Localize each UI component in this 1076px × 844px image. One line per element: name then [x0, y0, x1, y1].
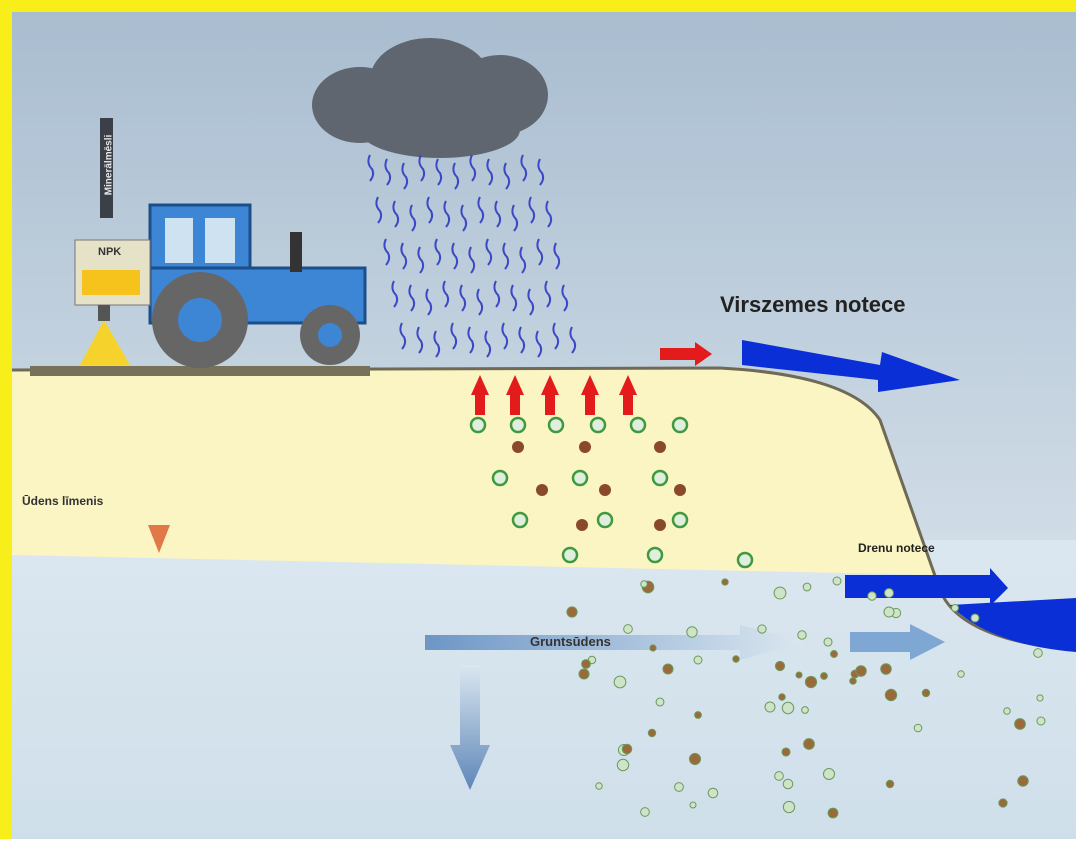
- leached-drop: [708, 788, 718, 798]
- leached-drop: [999, 799, 1007, 807]
- leached-drop: [803, 583, 811, 591]
- leached-drop: [884, 607, 894, 617]
- leached-drop: [722, 579, 728, 585]
- leached-drop: [579, 669, 589, 679]
- leached-drop: [885, 689, 896, 700]
- phosphate-drop: [674, 484, 686, 496]
- leached-drop: [1037, 695, 1043, 701]
- water-drop: [673, 513, 687, 527]
- leached-drop: [641, 808, 650, 817]
- leached-drop: [868, 592, 876, 600]
- water-drop: [631, 418, 645, 432]
- leached-drop: [758, 625, 766, 633]
- leached-drop: [582, 660, 591, 669]
- phosphate-drop: [576, 519, 588, 531]
- leached-drop: [1015, 719, 1026, 730]
- phosphate-drop: [654, 441, 666, 453]
- leached-drop: [850, 678, 857, 685]
- leached-drop: [886, 780, 893, 787]
- water-drop: [738, 553, 752, 567]
- leached-drop: [614, 676, 626, 688]
- page: Minerālmēsli NPK Virszemes notece Ūdens …: [0, 0, 1076, 844]
- leached-drop: [824, 638, 832, 646]
- leached-drop: [922, 689, 929, 696]
- leached-drop: [775, 772, 784, 781]
- water-drop: [471, 418, 485, 432]
- water-drop: [511, 418, 525, 432]
- leached-drop: [648, 729, 655, 736]
- leached-drop: [675, 783, 684, 792]
- leached-drop: [821, 673, 828, 680]
- leached-drop: [833, 577, 841, 585]
- leached-drop: [650, 645, 656, 651]
- leached-drop: [774, 587, 786, 599]
- leached-drop: [958, 671, 965, 678]
- leached-drop: [1004, 708, 1011, 715]
- leached-drop: [567, 607, 577, 617]
- water-drop: [648, 548, 662, 562]
- phosphate-drop: [599, 484, 611, 496]
- fertilizer-label: Minerālmēsli: [104, 134, 115, 195]
- leached-drop: [782, 702, 793, 713]
- leached-drop: [765, 702, 775, 712]
- npk-label: NPK: [98, 246, 121, 258]
- water-level-label: Ūdens līmenis: [22, 494, 104, 508]
- leached-drop: [733, 656, 739, 662]
- leached-drop: [783, 779, 793, 789]
- leached-drop: [804, 739, 815, 750]
- leached-drop: [823, 768, 834, 779]
- leached-drop: [885, 589, 894, 598]
- leached-drop: [796, 672, 802, 678]
- groundwater-label: Gruntsūdens: [530, 634, 611, 649]
- leached-drop: [690, 802, 696, 808]
- water-drop: [493, 471, 507, 485]
- leached-drop: [798, 631, 806, 639]
- leached-drop: [782, 748, 790, 756]
- phosphate-drop: [579, 441, 591, 453]
- leached-drop: [802, 707, 809, 714]
- leached-drop: [952, 605, 959, 612]
- leached-drop: [1037, 717, 1045, 725]
- leached-drop: [856, 666, 867, 677]
- leached-drop: [779, 694, 785, 700]
- leached-drop: [641, 581, 647, 587]
- leached-drop: [622, 744, 632, 754]
- drain-runoff-label: Drenu notece: [858, 541, 935, 555]
- leached-drop: [1034, 649, 1043, 658]
- leached-drop: [775, 661, 784, 670]
- leached-drop: [695, 712, 702, 719]
- diagram: Minerālmēsli NPK Virszemes notece Ūdens …: [0, 0, 1076, 839]
- soil-layer: [12, 368, 935, 575]
- leached-drop: [971, 614, 979, 622]
- surface-runoff-label: Virszemes notece: [720, 292, 905, 317]
- leached-drop: [694, 656, 702, 664]
- leached-drop: [831, 651, 838, 658]
- leached-drop: [687, 627, 697, 637]
- leached-drop: [1018, 776, 1028, 786]
- leached-drop: [689, 753, 700, 764]
- water-drop: [598, 513, 612, 527]
- phosphate-drop: [654, 519, 666, 531]
- leached-drop: [596, 783, 602, 789]
- leached-drop: [828, 808, 838, 818]
- leached-drop: [783, 801, 794, 812]
- water-drop: [653, 471, 667, 485]
- leached-drop: [805, 676, 816, 687]
- water-drop: [573, 471, 587, 485]
- water-drop: [673, 418, 687, 432]
- leached-drop: [617, 759, 628, 770]
- leached-drop: [881, 664, 892, 675]
- leached-drop: [914, 724, 922, 732]
- water-drop: [563, 548, 577, 562]
- water-drop: [591, 418, 605, 432]
- water-drop: [549, 418, 563, 432]
- leached-drop: [624, 625, 633, 634]
- phosphate-drop: [536, 484, 548, 496]
- water-drop: [513, 513, 527, 527]
- leached-drop: [656, 698, 664, 706]
- leached-drop: [663, 664, 673, 674]
- phosphate-drop: [512, 441, 524, 453]
